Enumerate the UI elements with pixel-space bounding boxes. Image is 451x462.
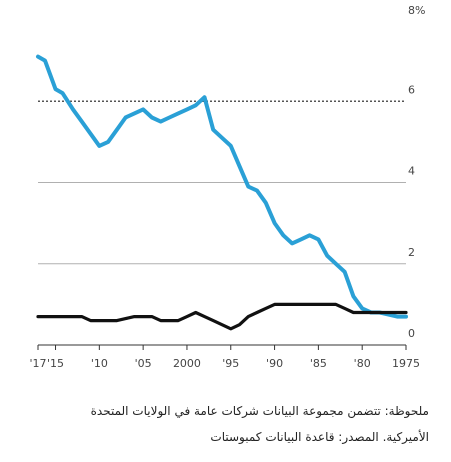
y-tick-label: 2 [408, 246, 415, 259]
x-tick-label: '85 [310, 357, 327, 370]
line-chart: 8% 6 4 2 0 '17'15 '10 '05 2000 '95 '90 '85 '80 1975 [29, 4, 425, 370]
x-tick-label: '17 [29, 357, 46, 370]
chart-svg: 8% 6 4 2 0 '17'15 '10 '05 2000 '95 '90 '85 '80 1975 [29, 4, 425, 370]
x-tick-label: '10 [91, 357, 108, 370]
source-note-line-2: الأميركية. المصدر: قاعدة البيانات كمبوست… [210, 430, 429, 444]
y-tick-label: 0 [408, 327, 415, 340]
x-tick-label: 2000 [173, 357, 201, 370]
series-line-2 [36, 302, 408, 331]
series-line-1 [36, 54, 408, 319]
y-tick-label: 8% [408, 4, 425, 17]
x-tick-label: '15 [47, 357, 64, 370]
y-tick-label: 4 [408, 165, 415, 178]
y-tick-label: 6 [408, 83, 415, 96]
x-tick-label: '80 [354, 357, 371, 370]
x-tick-label: '05 [135, 357, 152, 370]
source-note-line-1: ملحوظة: تتضمن مجموعة البيانات شركات عامة… [90, 404, 429, 418]
x-tick-label: '90 [266, 357, 283, 370]
x-tick-label: 1975 [392, 357, 420, 370]
x-tick-label: '95 [222, 357, 239, 370]
